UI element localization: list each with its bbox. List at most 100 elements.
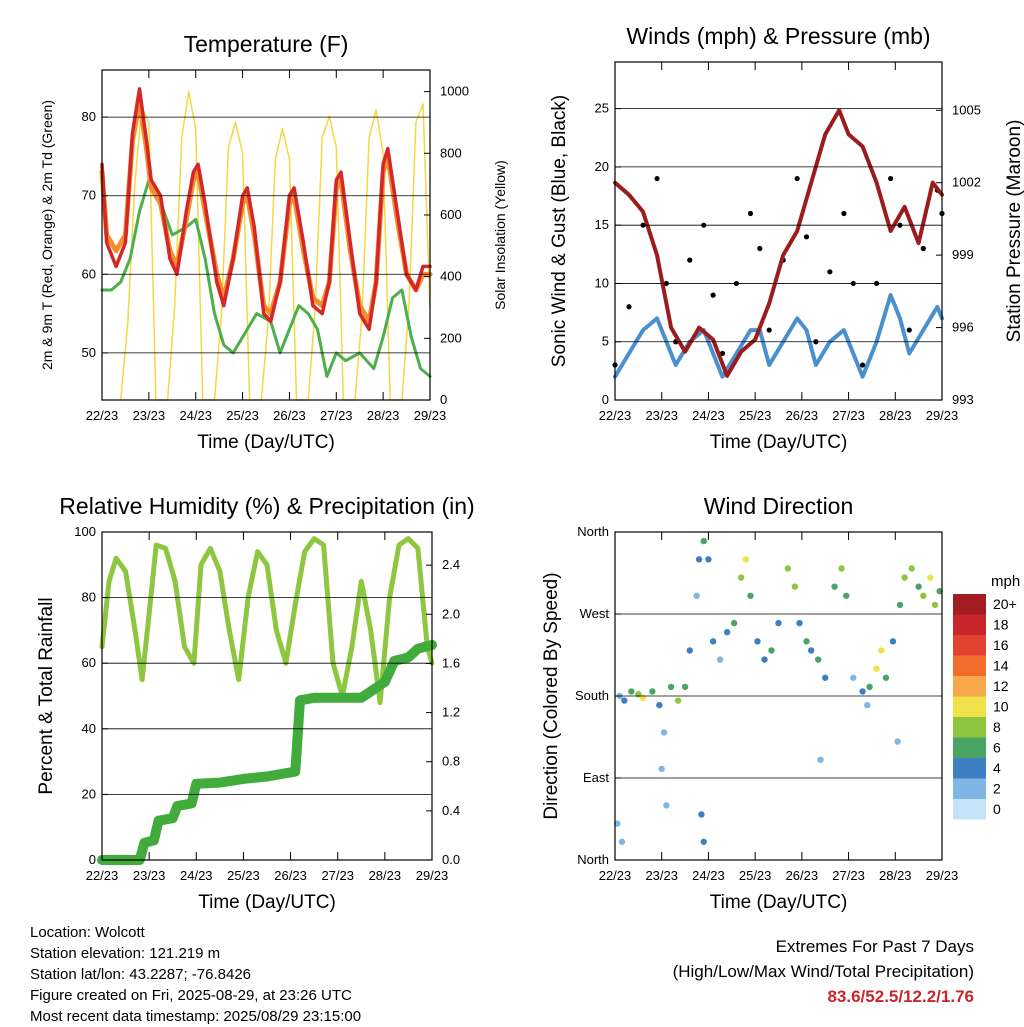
x-axis-label: Time (Day/UTC) <box>198 892 336 913</box>
direction-point <box>882 674 890 681</box>
x-tick-label: 25/23 <box>739 408 772 423</box>
direction-point <box>817 756 824 763</box>
direction-point <box>796 619 803 627</box>
colorbar-label: 12 <box>993 678 1009 694</box>
x-tick-label: 29/23 <box>926 868 959 883</box>
direction-point <box>866 683 873 691</box>
gust-point <box>859 362 866 368</box>
series-solar-insolation <box>119 90 431 401</box>
direction-point <box>628 688 635 695</box>
x-tick-label: 29/23 <box>416 868 449 883</box>
x-tick-label: 22/23 <box>599 868 632 883</box>
colorbar-label: 10 <box>993 699 1009 715</box>
y-axis-label: Direction (Colored By Speed) <box>541 572 562 819</box>
direction-point <box>838 565 845 572</box>
station-latlon: Station lat/lon: 43.2287; -76.8426 <box>30 966 252 983</box>
colorbar-swatch <box>953 717 986 738</box>
x-tick-label: 29/23 <box>414 408 447 423</box>
direction-point <box>784 565 792 572</box>
direction-point <box>775 619 782 627</box>
figure-created: Figure created on Fri, 2025-08-29, at 23… <box>30 987 352 1004</box>
colorbar-label: 0 <box>993 801 1001 817</box>
y2-tick-label: 2.0 <box>442 606 460 621</box>
direction-point <box>649 688 656 695</box>
direction-point <box>873 665 880 672</box>
direction-point <box>791 583 799 590</box>
x-tick-label: 24/23 <box>179 408 212 423</box>
x-tick-label: 26/23 <box>786 868 819 883</box>
y-tick-label: 10 <box>595 275 609 290</box>
direction-point <box>730 619 738 627</box>
panel-temperature: 22/23 23/23 24/23 25/23 26/23 27/23 28/23 29/23… <box>39 31 508 453</box>
station-location: Location: Wolcott <box>30 924 145 941</box>
y2-tick-label: 0.4 <box>442 803 460 818</box>
x-tick-label: 22/23 <box>86 868 119 883</box>
y-tick-label: 0 <box>89 852 96 867</box>
x-tick-label: 25/23 <box>739 868 772 883</box>
direction-point <box>695 556 703 563</box>
station-info: Location: Wolcott Station elevation: 121… <box>30 922 361 1027</box>
colorbar-swatch <box>953 799 986 820</box>
x-axis-label: Time (Day/UTC) <box>710 432 848 453</box>
y2-tick-label: 0.0 <box>442 852 460 867</box>
direction-point <box>843 592 850 599</box>
x-tick-label: 23/23 <box>645 408 678 423</box>
gust-point <box>766 327 772 333</box>
direction-point <box>808 647 815 654</box>
direction-point <box>936 588 943 595</box>
direction-point <box>878 647 885 654</box>
plot-frame <box>101 69 431 401</box>
x-tick-label: 25/23 <box>227 868 260 883</box>
y-tick-label: 20 <box>82 786 96 801</box>
panel-direction: mph 20+ 18 16 14 12 10 8 6 4 2 0 22/23 23/23 24/23 25/2… <box>541 493 1020 913</box>
y2-tick-label: 0 <box>440 392 447 407</box>
extremes-box: Extremes For Past 7 Days (High/Low/Max W… <box>673 934 974 1009</box>
direction-point <box>822 674 829 681</box>
direction-point <box>693 592 700 599</box>
x-tick-label: 25/23 <box>226 408 259 423</box>
x-tick-label: 26/23 <box>273 408 306 423</box>
y-tick-label: 80 <box>82 109 96 124</box>
x-axis-label: Time (Day/UTC) <box>197 432 335 453</box>
colorbar-swatch <box>953 737 986 758</box>
direction-point <box>754 638 761 645</box>
colorbar-label: 4 <box>993 760 1001 776</box>
colorbar-swatch <box>953 635 986 656</box>
gust-point <box>920 245 926 252</box>
y-tick-label: 0 <box>602 392 609 407</box>
y2-tick-label: 1005 <box>952 102 981 117</box>
direction-point <box>815 656 822 663</box>
x-tick-label: 22/23 <box>599 408 632 423</box>
colorbar-label: 14 <box>993 658 1009 674</box>
x-tick-label: 28/23 <box>367 408 400 423</box>
y2-tick-label: 200 <box>440 330 462 345</box>
direction-point <box>859 688 866 695</box>
colorbar-label: 6 <box>993 740 1001 756</box>
direction-point <box>889 638 897 645</box>
y-tick-label: 25 <box>595 101 609 116</box>
x-tick-label: 24/23 <box>180 868 213 883</box>
direction-point <box>614 820 621 827</box>
y-axis-label: 2m & 9m T (Red, Orange) & 2m Td (Green) <box>39 100 55 370</box>
plot-frame <box>101 531 433 861</box>
colorbar-title: mph <box>991 573 1020 590</box>
direction-point <box>686 647 693 654</box>
y2-tick-label: 400 <box>440 269 462 284</box>
direction-point <box>927 574 934 581</box>
direction-point <box>700 838 707 845</box>
colorbar-label: 16 <box>993 637 1009 653</box>
colorbar-label: 18 <box>993 617 1009 633</box>
y2-tick-label: 2.4 <box>442 557 460 572</box>
x-tick-label: 29/23 <box>926 408 959 423</box>
y-tick-label: 70 <box>82 188 96 203</box>
direction-point <box>742 556 749 563</box>
y2-axis-label: Solar Insolation (Yellow) <box>492 160 508 310</box>
y-tick-label: North <box>577 524 609 539</box>
direction-point <box>639 694 647 702</box>
direction-point <box>663 802 670 809</box>
colorbar-swatch <box>953 758 986 779</box>
direction-point <box>737 574 745 581</box>
direction-point <box>894 738 901 745</box>
direction-point <box>656 701 663 709</box>
direction-point <box>658 765 665 773</box>
